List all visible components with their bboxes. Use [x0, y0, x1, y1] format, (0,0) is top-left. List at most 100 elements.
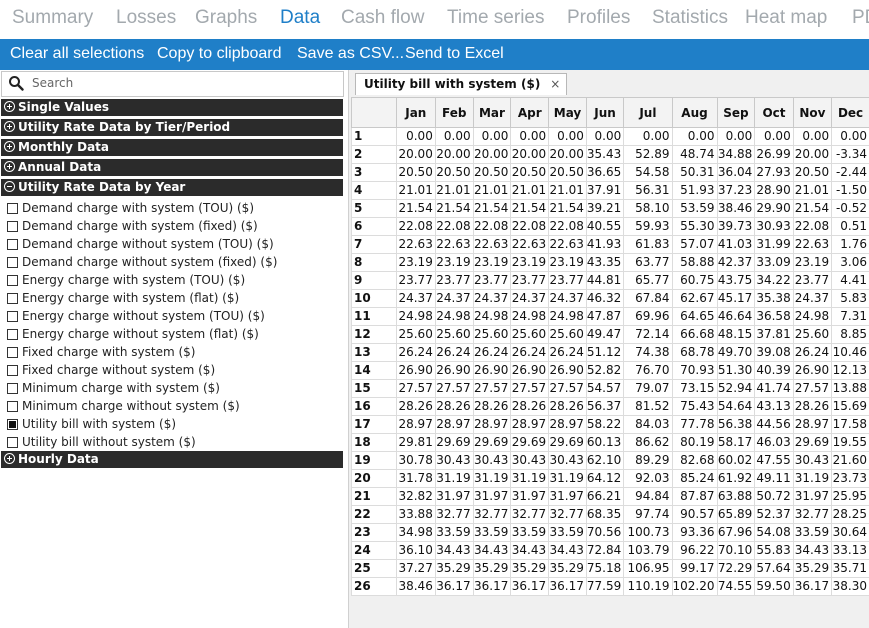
- checkbox[interactable]: [7, 293, 18, 304]
- table-cell[interactable]: 22.63: [395, 235, 436, 254]
- table-cell[interactable]: 31.97: [792, 487, 833, 506]
- table-cell[interactable]: 23.19: [548, 253, 587, 272]
- table-cell[interactable]: 29.69: [792, 433, 833, 452]
- table-cell[interactable]: 13.88: [831, 379, 869, 398]
- column-header[interactable]: Nov: [792, 97, 833, 128]
- table-cell[interactable]: 31.97: [472, 487, 512, 506]
- table-cell[interactable]: 28.97: [395, 415, 436, 434]
- row-header[interactable]: 15: [351, 379, 397, 398]
- row-header[interactable]: 2: [351, 145, 397, 164]
- table-cell[interactable]: 24.98: [792, 307, 833, 326]
- table-cell[interactable]: 5.83: [831, 289, 869, 308]
- table-cell[interactable]: 52.37: [754, 505, 794, 524]
- table-cell[interactable]: 0.00: [510, 127, 550, 146]
- table-cell[interactable]: 59.93: [623, 217, 673, 236]
- row-header[interactable]: 14: [351, 361, 397, 380]
- variable-item[interactable]: Fixed charge with system ($): [0, 343, 342, 361]
- table-cell[interactable]: 10.46: [831, 343, 869, 362]
- table-cell[interactable]: 85.24: [671, 469, 718, 488]
- table-cell[interactable]: 34.88: [716, 145, 756, 164]
- table-cell[interactable]: 26.24: [548, 343, 587, 362]
- row-header[interactable]: 7: [351, 235, 397, 254]
- table-cell[interactable]: 32.77: [510, 505, 550, 524]
- table-cell[interactable]: 74.38: [623, 343, 673, 362]
- table-cell[interactable]: 61.92: [716, 469, 756, 488]
- table-cell[interactable]: 33.59: [548, 523, 587, 542]
- table-cell[interactable]: 22.08: [792, 217, 833, 236]
- table-cell[interactable]: 24.98: [548, 307, 587, 326]
- table-cell[interactable]: 60.75: [671, 271, 718, 290]
- table-cell[interactable]: 25.60: [395, 325, 436, 344]
- table-cell[interactable]: 21.01: [395, 181, 436, 200]
- table-cell[interactable]: 0.00: [754, 127, 794, 146]
- table-cell[interactable]: 26.90: [548, 361, 587, 380]
- table-cell[interactable]: 33.59: [472, 523, 512, 542]
- table-cell[interactable]: 22.08: [548, 217, 587, 236]
- variable-item[interactable]: Minimum charge with system ($): [0, 379, 342, 397]
- table-cell[interactable]: 65.89: [716, 505, 756, 524]
- table-cell[interactable]: 26.24: [792, 343, 833, 362]
- tab-profiles[interactable]: Profiles: [567, 7, 631, 28]
- table-cell[interactable]: 37.23: [716, 181, 756, 200]
- table-cell[interactable]: 42.37: [716, 253, 756, 272]
- table-cell[interactable]: 30.43: [510, 451, 550, 470]
- table-cell[interactable]: 51.30: [716, 361, 756, 380]
- group-hourly-data[interactable]: Hourly Data: [1, 451, 343, 468]
- table-cell[interactable]: 81.52: [623, 397, 673, 416]
- clear-all-selections-button[interactable]: Clear all selections: [10, 45, 145, 62]
- table-cell[interactable]: 24.98: [395, 307, 436, 326]
- table-cell[interactable]: 51.12: [585, 343, 625, 362]
- table-cell[interactable]: 36.10: [395, 541, 436, 560]
- table-cell[interactable]: 54.08: [754, 523, 794, 542]
- tab-data[interactable]: Data: [280, 7, 321, 28]
- table-cell[interactable]: 24.37: [472, 289, 512, 308]
- table-cell[interactable]: 32.77: [434, 505, 474, 524]
- group-utility-rate-tier[interactable]: Utility Rate Data by Tier/Period: [1, 119, 343, 136]
- table-cell[interactable]: 37.27: [395, 559, 436, 578]
- table-cell[interactable]: 26.90: [792, 361, 833, 380]
- table-cell[interactable]: 29.81: [395, 433, 436, 452]
- table-cell[interactable]: 30.43: [472, 451, 512, 470]
- table-cell[interactable]: 58.22: [585, 415, 625, 434]
- group-single-values[interactable]: Single Values: [1, 99, 343, 116]
- table-cell[interactable]: 0.00: [716, 127, 756, 146]
- table-cell[interactable]: 17.58: [831, 415, 869, 434]
- variable-item[interactable]: Energy charge without system (flat) ($): [0, 325, 342, 343]
- table-cell[interactable]: 26.99: [754, 145, 794, 164]
- table-cell[interactable]: 46.64: [716, 307, 756, 326]
- close-icon[interactable]: ×: [550, 77, 561, 91]
- table-cell[interactable]: 72.29: [716, 559, 756, 578]
- table-cell[interactable]: 68.78: [671, 343, 718, 362]
- table-cell[interactable]: 31.97: [510, 487, 550, 506]
- table-cell[interactable]: 24.37: [395, 289, 436, 308]
- table-cell[interactable]: 34.43: [548, 541, 587, 560]
- table-cell[interactable]: 35.29: [472, 559, 512, 578]
- table-cell[interactable]: 57.64: [754, 559, 794, 578]
- variable-item[interactable]: Utility bill with system ($): [0, 415, 342, 433]
- table-cell[interactable]: 28.97: [472, 415, 512, 434]
- table-cell[interactable]: 80.19: [671, 433, 718, 452]
- table-cell[interactable]: 33.59: [792, 523, 833, 542]
- row-header[interactable]: 23: [351, 523, 397, 542]
- table-cell[interactable]: 75.18: [585, 559, 625, 578]
- table-cell[interactable]: 67.84: [623, 289, 673, 308]
- table-cell[interactable]: 28.26: [548, 397, 587, 416]
- tab-pdf-cdf[interactable]: PDF / CDF: [852, 7, 869, 28]
- checkbox[interactable]: [7, 419, 18, 430]
- table-cell[interactable]: 28.97: [434, 415, 474, 434]
- tab-graphs[interactable]: Graphs: [195, 7, 258, 28]
- table-cell[interactable]: 27.57: [434, 379, 474, 398]
- column-header[interactable]: Sep: [716, 97, 756, 128]
- table-cell[interactable]: 21.54: [434, 199, 474, 218]
- table-cell[interactable]: 0.51: [831, 217, 869, 236]
- table-cell[interactable]: 32.77: [548, 505, 587, 524]
- table-cell[interactable]: 26.24: [434, 343, 474, 362]
- table-cell[interactable]: 30.43: [548, 451, 587, 470]
- table-cell[interactable]: 33.59: [434, 523, 474, 542]
- table-cell[interactable]: 90.57: [671, 505, 718, 524]
- table-cell[interactable]: 31.78: [395, 469, 436, 488]
- table-cell[interactable]: 20.00: [548, 145, 587, 164]
- column-header[interactable]: Feb: [434, 97, 474, 128]
- group-monthly-data[interactable]: Monthly Data: [1, 139, 343, 156]
- table-cell[interactable]: -2.44: [831, 163, 869, 182]
